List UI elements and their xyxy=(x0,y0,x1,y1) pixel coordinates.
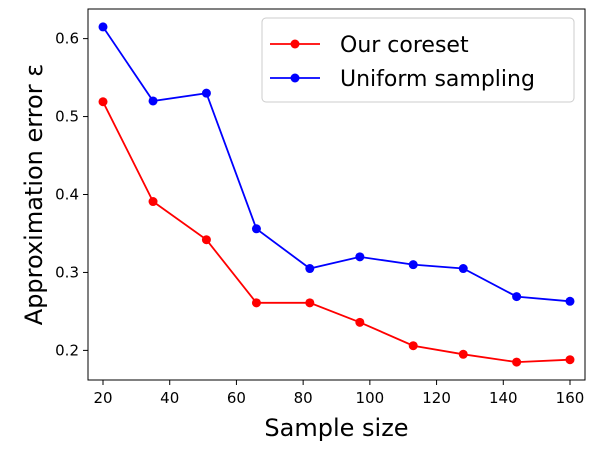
series-2-point xyxy=(408,260,418,270)
plot-frame xyxy=(87,8,586,381)
y-tick-label: 0.2 xyxy=(55,341,79,359)
y-tick-label: 0.6 xyxy=(55,30,79,48)
x-tick-label: 140 xyxy=(489,389,518,407)
series-2-point xyxy=(458,264,468,274)
series-2-point xyxy=(148,96,158,106)
legend-label-2: Uniform sampling xyxy=(340,67,535,92)
y-tick-label: 0.5 xyxy=(55,108,79,126)
legend-box xyxy=(261,17,575,103)
series-1-point xyxy=(355,317,365,327)
series-2-point xyxy=(98,22,108,32)
series-1-point xyxy=(305,298,315,308)
series-2-point xyxy=(201,88,211,98)
series-1-point xyxy=(408,341,418,351)
y-tick-label: 0.4 xyxy=(55,186,79,204)
series-2-point xyxy=(512,292,522,302)
series-1-point xyxy=(98,97,108,107)
series-2-point xyxy=(251,224,261,234)
x-tick-label: 160 xyxy=(556,389,585,407)
series-line-2 xyxy=(102,26,571,303)
series-1-point xyxy=(458,349,468,359)
series-line-1 xyxy=(102,101,571,364)
series-layer xyxy=(98,22,575,367)
y-axis-label: Approximation error ε xyxy=(20,64,48,325)
x-tick-label: 40 xyxy=(160,389,179,407)
series-2-point xyxy=(305,264,315,274)
series-2-point xyxy=(355,252,365,262)
x-tick-label: 80 xyxy=(294,389,313,407)
series-1-point xyxy=(251,298,261,308)
x-axis-label: Sample size xyxy=(264,414,408,442)
legend-marker-1 xyxy=(290,39,300,49)
series-1-point xyxy=(512,357,522,367)
series-2-point xyxy=(565,296,575,306)
x-tick-label: 120 xyxy=(422,389,451,407)
series-1-point xyxy=(201,235,211,245)
tick-layer: 20 40 60 80 100 120 140 160 0.2 0.3 0.4 0.5 0.6 xyxy=(55,30,584,407)
legend: Our coreset Uniform sampling xyxy=(261,17,575,103)
legend-marker-2 xyxy=(290,73,300,83)
x-tick-label: 60 xyxy=(227,389,246,407)
x-tick-label: 20 xyxy=(93,389,112,407)
series-1-point xyxy=(148,197,158,207)
series-1-point xyxy=(565,355,575,365)
x-tick-label: 100 xyxy=(356,389,385,407)
legend-label-1: Our coreset xyxy=(340,33,469,58)
y-tick-label: 0.3 xyxy=(55,263,79,281)
